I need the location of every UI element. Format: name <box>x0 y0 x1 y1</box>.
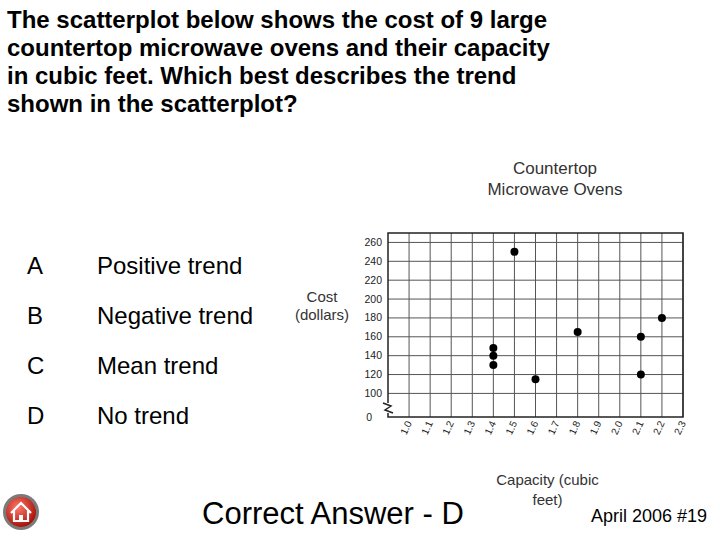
y-tick-label: 120 <box>364 368 382 380</box>
x-grid-line <box>640 233 641 417</box>
home-glyph <box>11 503 31 521</box>
x-grid-line <box>430 233 431 417</box>
point <box>637 371 645 379</box>
x-grid-line <box>409 233 410 417</box>
points <box>489 248 666 383</box>
y-grid-line <box>388 299 683 300</box>
x-grid-line <box>472 233 473 417</box>
y-grid-line <box>388 317 683 318</box>
home-button[interactable] <box>3 494 39 530</box>
y-tick-label: 200 <box>364 293 382 305</box>
x-grid-line <box>514 233 515 417</box>
x-tick-label: 1.5 <box>503 419 519 437</box>
option-letter: C <box>27 352 44 380</box>
y-grid-line <box>388 355 683 356</box>
option-text: Negative trend <box>97 302 253 330</box>
home-door <box>19 515 23 521</box>
option-letter: D <box>27 402 44 430</box>
option-letter: B <box>27 302 43 330</box>
x-tick-label: 2.1 <box>630 419 646 437</box>
x-tick-label: 1.1 <box>419 419 435 437</box>
y-axis-label: Cost (dollars) <box>284 288 360 324</box>
y-grid-line <box>388 280 683 281</box>
point <box>574 328 582 336</box>
question-line: shown in the scatterplot? <box>7 90 298 118</box>
x-tick-label: 1.7 <box>546 419 562 437</box>
home-face <box>6 497 36 527</box>
x-tick-label: 1.9 <box>588 419 604 437</box>
x-tick-label: 1.3 <box>461 419 477 437</box>
answer: Correct Answer - D <box>202 496 464 532</box>
x-tick-label: 2.3 <box>672 419 688 437</box>
x-tick-label: 2.0 <box>609 419 625 437</box>
point <box>637 333 645 341</box>
x-tick-label: 1.0 <box>398 419 414 437</box>
question-line: The scatterplot below shows the cost of … <box>7 6 547 34</box>
point <box>489 352 497 360</box>
option-letter: A <box>27 252 43 280</box>
point <box>489 344 497 352</box>
question-line: in cubic feet. Which best describes the … <box>7 62 516 90</box>
chart-title: Countertop Microwave Ovens <box>470 158 640 200</box>
y-tick-label: 180 <box>364 311 382 323</box>
point <box>532 375 540 383</box>
x-grid-line <box>661 233 662 417</box>
axis-break-bg <box>383 403 393 413</box>
x-grid-line <box>598 233 599 417</box>
x-grid-line <box>451 233 452 417</box>
x-tick-label: 1.8 <box>567 419 583 437</box>
point <box>510 248 518 256</box>
chart: 100 120 140 160 180 200 220 240 260 0 1.0 1.1 1.2 1.3… <box>364 233 688 436</box>
x-axis-label: Capacity (cubic feet) <box>490 470 605 510</box>
y-grid-line <box>388 261 683 262</box>
option-text: Positive trend <box>97 252 242 280</box>
point <box>658 314 666 322</box>
y-tick-label: 140 <box>364 349 382 361</box>
option-text: Mean trend <box>97 352 218 380</box>
source: April 2006 #19 <box>591 506 707 527</box>
point <box>489 361 497 369</box>
y-break-label: 0 <box>366 411 372 423</box>
x-grid-line <box>493 233 494 417</box>
y-grid-line <box>388 393 683 394</box>
x-grid-line <box>556 233 557 417</box>
y-tick-label: 160 <box>364 330 382 342</box>
x-grid-line <box>619 233 620 417</box>
question-line: countertop microwave ovens and their cap… <box>7 34 550 62</box>
home-ring <box>3 494 39 530</box>
x-tick-label: 1.4 <box>482 419 498 437</box>
y-tick-label: 240 <box>364 255 382 267</box>
x-grid-line <box>535 233 536 417</box>
plot-frame <box>388 233 683 417</box>
x-tick-label: 1.2 <box>440 419 456 437</box>
y-tick-label: 100 <box>364 387 382 399</box>
y-grid-line <box>388 242 683 243</box>
x-grid-line <box>577 233 578 417</box>
slide: 100 120 140 160 180 200 220 240 260 0 1.0 1.1 1.2 1.3… <box>0 0 720 540</box>
y-tick-label: 260 <box>364 236 382 248</box>
x-tick-label: 1.6 <box>524 419 540 437</box>
x-tick-label: 2.2 <box>651 419 667 437</box>
option-text: No trend <box>97 402 189 430</box>
axis-break <box>383 403 393 413</box>
y-tick-label: 220 <box>364 274 382 286</box>
